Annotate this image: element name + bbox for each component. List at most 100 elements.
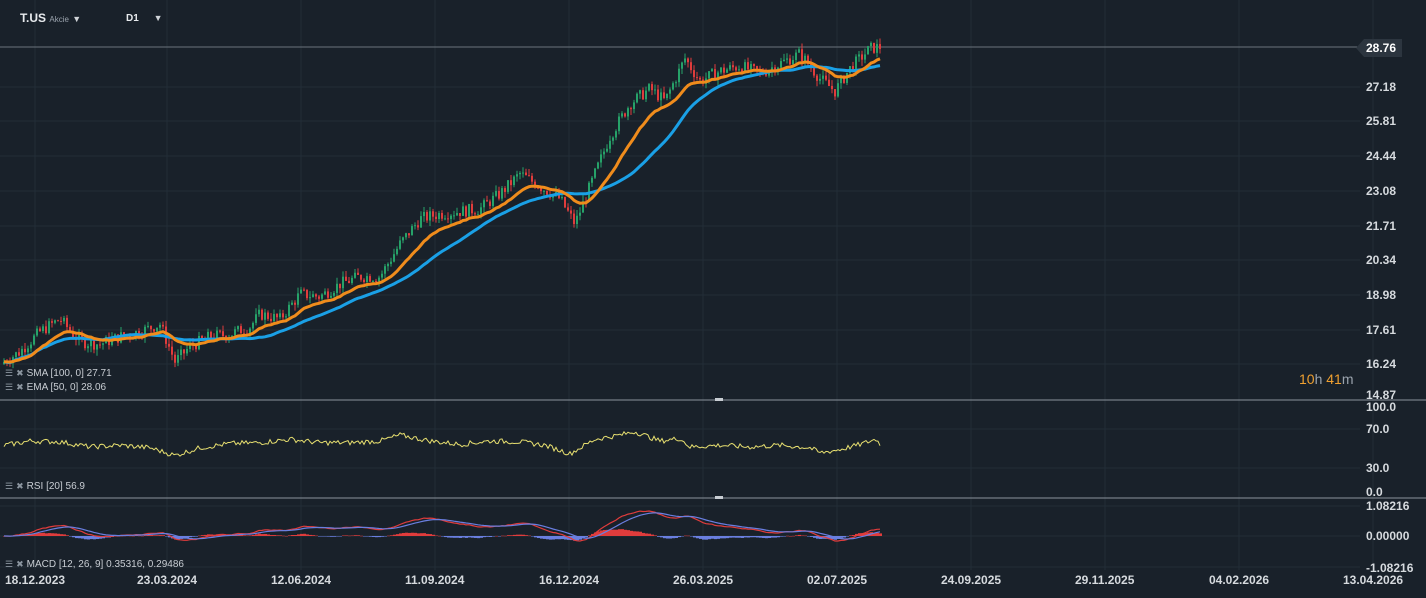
ema-legend[interactable]: ☰ ✖ EMA [50, 0] 28.06 bbox=[5, 382, 106, 393]
candle-body bbox=[321, 294, 323, 299]
grid-lines bbox=[0, 0, 1374, 570]
candle-body bbox=[180, 349, 182, 356]
candle-body bbox=[825, 75, 827, 80]
candle-body bbox=[738, 69, 740, 71]
candle-body bbox=[756, 66, 758, 71]
symbol-selector[interactable]: T.US Akcie ▼ bbox=[20, 11, 81, 25]
macd-histogram-bar bbox=[210, 534, 213, 536]
candle-body bbox=[561, 197, 563, 199]
macd-histogram-bar bbox=[627, 530, 630, 536]
macd-histogram-bar bbox=[510, 535, 513, 536]
close-icon[interactable]: ✖ bbox=[16, 368, 24, 378]
macd-histogram-bar bbox=[792, 535, 795, 537]
sma-legend[interactable]: ☰ ✖ SMA [100, 0] 27.71 bbox=[5, 368, 112, 379]
caret-down-icon[interactable]: ▼ bbox=[153, 13, 163, 23]
interval-selector[interactable]: D1 ▼ bbox=[126, 13, 163, 24]
candle-body bbox=[288, 304, 290, 317]
candle-body bbox=[360, 274, 362, 280]
candle-body bbox=[51, 321, 53, 323]
x-axis-label: 18.12.2023 bbox=[5, 573, 66, 587]
macd-histogram-bar bbox=[498, 536, 501, 537]
close-icon[interactable]: ✖ bbox=[16, 559, 24, 569]
macd-histogram-bar bbox=[699, 536, 702, 539]
candle-body bbox=[147, 325, 149, 327]
macd-histogram-bar bbox=[246, 535, 249, 537]
settings-list-icon[interactable]: ☰ bbox=[5, 481, 14, 491]
macd-histogram-bar bbox=[288, 535, 291, 536]
candle-body bbox=[798, 49, 800, 53]
candle-body bbox=[318, 296, 320, 299]
macd-histogram-bar bbox=[156, 535, 159, 536]
settings-list-icon[interactable]: ☰ bbox=[5, 559, 14, 569]
macd-histogram-bar bbox=[795, 535, 798, 536]
candle-body bbox=[39, 328, 41, 332]
macd-histogram-bar bbox=[420, 533, 423, 536]
candle-body bbox=[84, 338, 86, 349]
macd-histogram-bar bbox=[483, 536, 486, 538]
close-icon[interactable]: ✖ bbox=[16, 382, 24, 392]
candle-body bbox=[807, 55, 809, 65]
candle-body bbox=[504, 188, 506, 192]
candle-body bbox=[144, 326, 146, 338]
macd-legend[interactable]: ☰ ✖ MACD [12, 26, 9] 0.35316, 0.29486 bbox=[5, 559, 184, 570]
macd-histogram-bar bbox=[243, 535, 246, 536]
macd-histogram-bar bbox=[450, 536, 453, 538]
sma-legend-label: SMA [100, 0] 27.71 bbox=[26, 368, 112, 379]
macd-histogram-bar bbox=[780, 536, 783, 537]
candle-body bbox=[684, 58, 686, 63]
macd-histogram-bar bbox=[429, 534, 432, 536]
instrument-type-label: Akcie bbox=[49, 15, 69, 24]
macd-histogram-bar bbox=[456, 536, 459, 538]
macd-histogram-bar bbox=[804, 535, 807, 537]
candle-body bbox=[456, 213, 458, 216]
macd-histogram-bar bbox=[846, 536, 849, 537]
candle-body bbox=[378, 277, 380, 282]
macd-histogram-bar bbox=[408, 532, 411, 536]
macd-histogram-bar bbox=[504, 535, 507, 537]
macd-histogram-bar bbox=[99, 536, 102, 539]
macd-histogram-bar bbox=[75, 536, 78, 539]
macd-histogram-bar bbox=[177, 536, 180, 540]
x-axis-label: 12.06.2024 bbox=[271, 573, 332, 587]
candle-body bbox=[264, 312, 266, 320]
macd-histogram-bar bbox=[30, 534, 33, 536]
candle-body bbox=[81, 334, 83, 339]
caret-down-icon[interactable]: ▼ bbox=[72, 14, 82, 24]
macd-histogram-bar bbox=[744, 536, 747, 538]
candle-body bbox=[279, 313, 281, 318]
candle-body bbox=[15, 352, 17, 358]
price-tick-label: 21.71 bbox=[1366, 219, 1397, 233]
candle-body bbox=[72, 330, 74, 338]
macd-histogram-bar bbox=[705, 536, 708, 540]
price-panel[interactable] bbox=[0, 38, 1360, 369]
macd-histogram-bar bbox=[387, 535, 390, 537]
macd-histogram-bar bbox=[528, 535, 531, 537]
candle-body bbox=[867, 46, 869, 55]
candle-body bbox=[594, 168, 596, 178]
candle-body bbox=[354, 272, 356, 278]
macd-histogram-bar bbox=[162, 535, 165, 536]
macd-histogram-bar bbox=[447, 536, 450, 538]
close-icon[interactable]: ✖ bbox=[16, 481, 24, 491]
candle-body bbox=[621, 113, 623, 117]
macd-histogram-bar bbox=[798, 534, 801, 536]
macd-histogram-bar bbox=[345, 535, 348, 536]
macd-histogram-bar bbox=[27, 534, 30, 536]
macd-panel[interactable] bbox=[3, 510, 882, 542]
candle-body bbox=[654, 89, 656, 91]
candle-body bbox=[171, 346, 173, 355]
candle-body bbox=[444, 218, 446, 220]
rsi-legend[interactable]: ☰ ✖ RSI [20] 56.9 bbox=[5, 481, 85, 492]
settings-list-icon[interactable]: ☰ bbox=[5, 368, 14, 378]
candle-body bbox=[465, 206, 467, 217]
candle-body bbox=[42, 326, 44, 332]
panel-separators[interactable] bbox=[0, 398, 1426, 499]
candle-body bbox=[837, 83, 839, 97]
macd-histogram-bar bbox=[369, 536, 372, 537]
macd-histogram-bar bbox=[690, 536, 693, 537]
settings-list-icon[interactable]: ☰ bbox=[5, 382, 14, 392]
rsi-panel[interactable] bbox=[3, 430, 881, 457]
macd-histogram-bar bbox=[654, 535, 657, 536]
candle-body bbox=[231, 335, 233, 338]
